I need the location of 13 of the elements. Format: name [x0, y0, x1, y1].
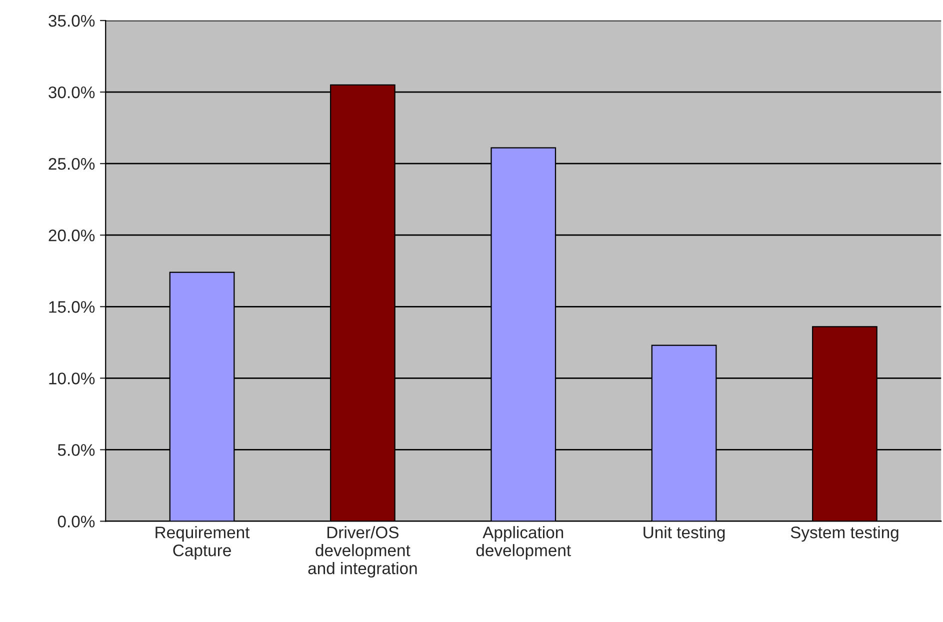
y-tick-label: 35.0%: [48, 14, 95, 27]
x-tick-label: Driver/OS development and integration: [308, 526, 417, 578]
y-tick-label: 0.0%: [58, 516, 95, 528]
y-tick-label: 5.0%: [58, 444, 95, 456]
x-tick-label: Unit testing: [644, 526, 725, 542]
x-tick-label: Application development: [476, 526, 571, 560]
y-tick-label: 30.0%: [48, 86, 95, 98]
x-tick-label: System testing: [790, 526, 898, 542]
y-tick-label: 10.0%: [49, 372, 95, 384]
y-tick-label: 25.0%: [48, 158, 95, 170]
y-tick-label: 20.0%: [48, 230, 95, 242]
x-tick-label: Requirement Capture: [156, 526, 250, 560]
y-tick-label: 15.0%: [49, 301, 95, 313]
